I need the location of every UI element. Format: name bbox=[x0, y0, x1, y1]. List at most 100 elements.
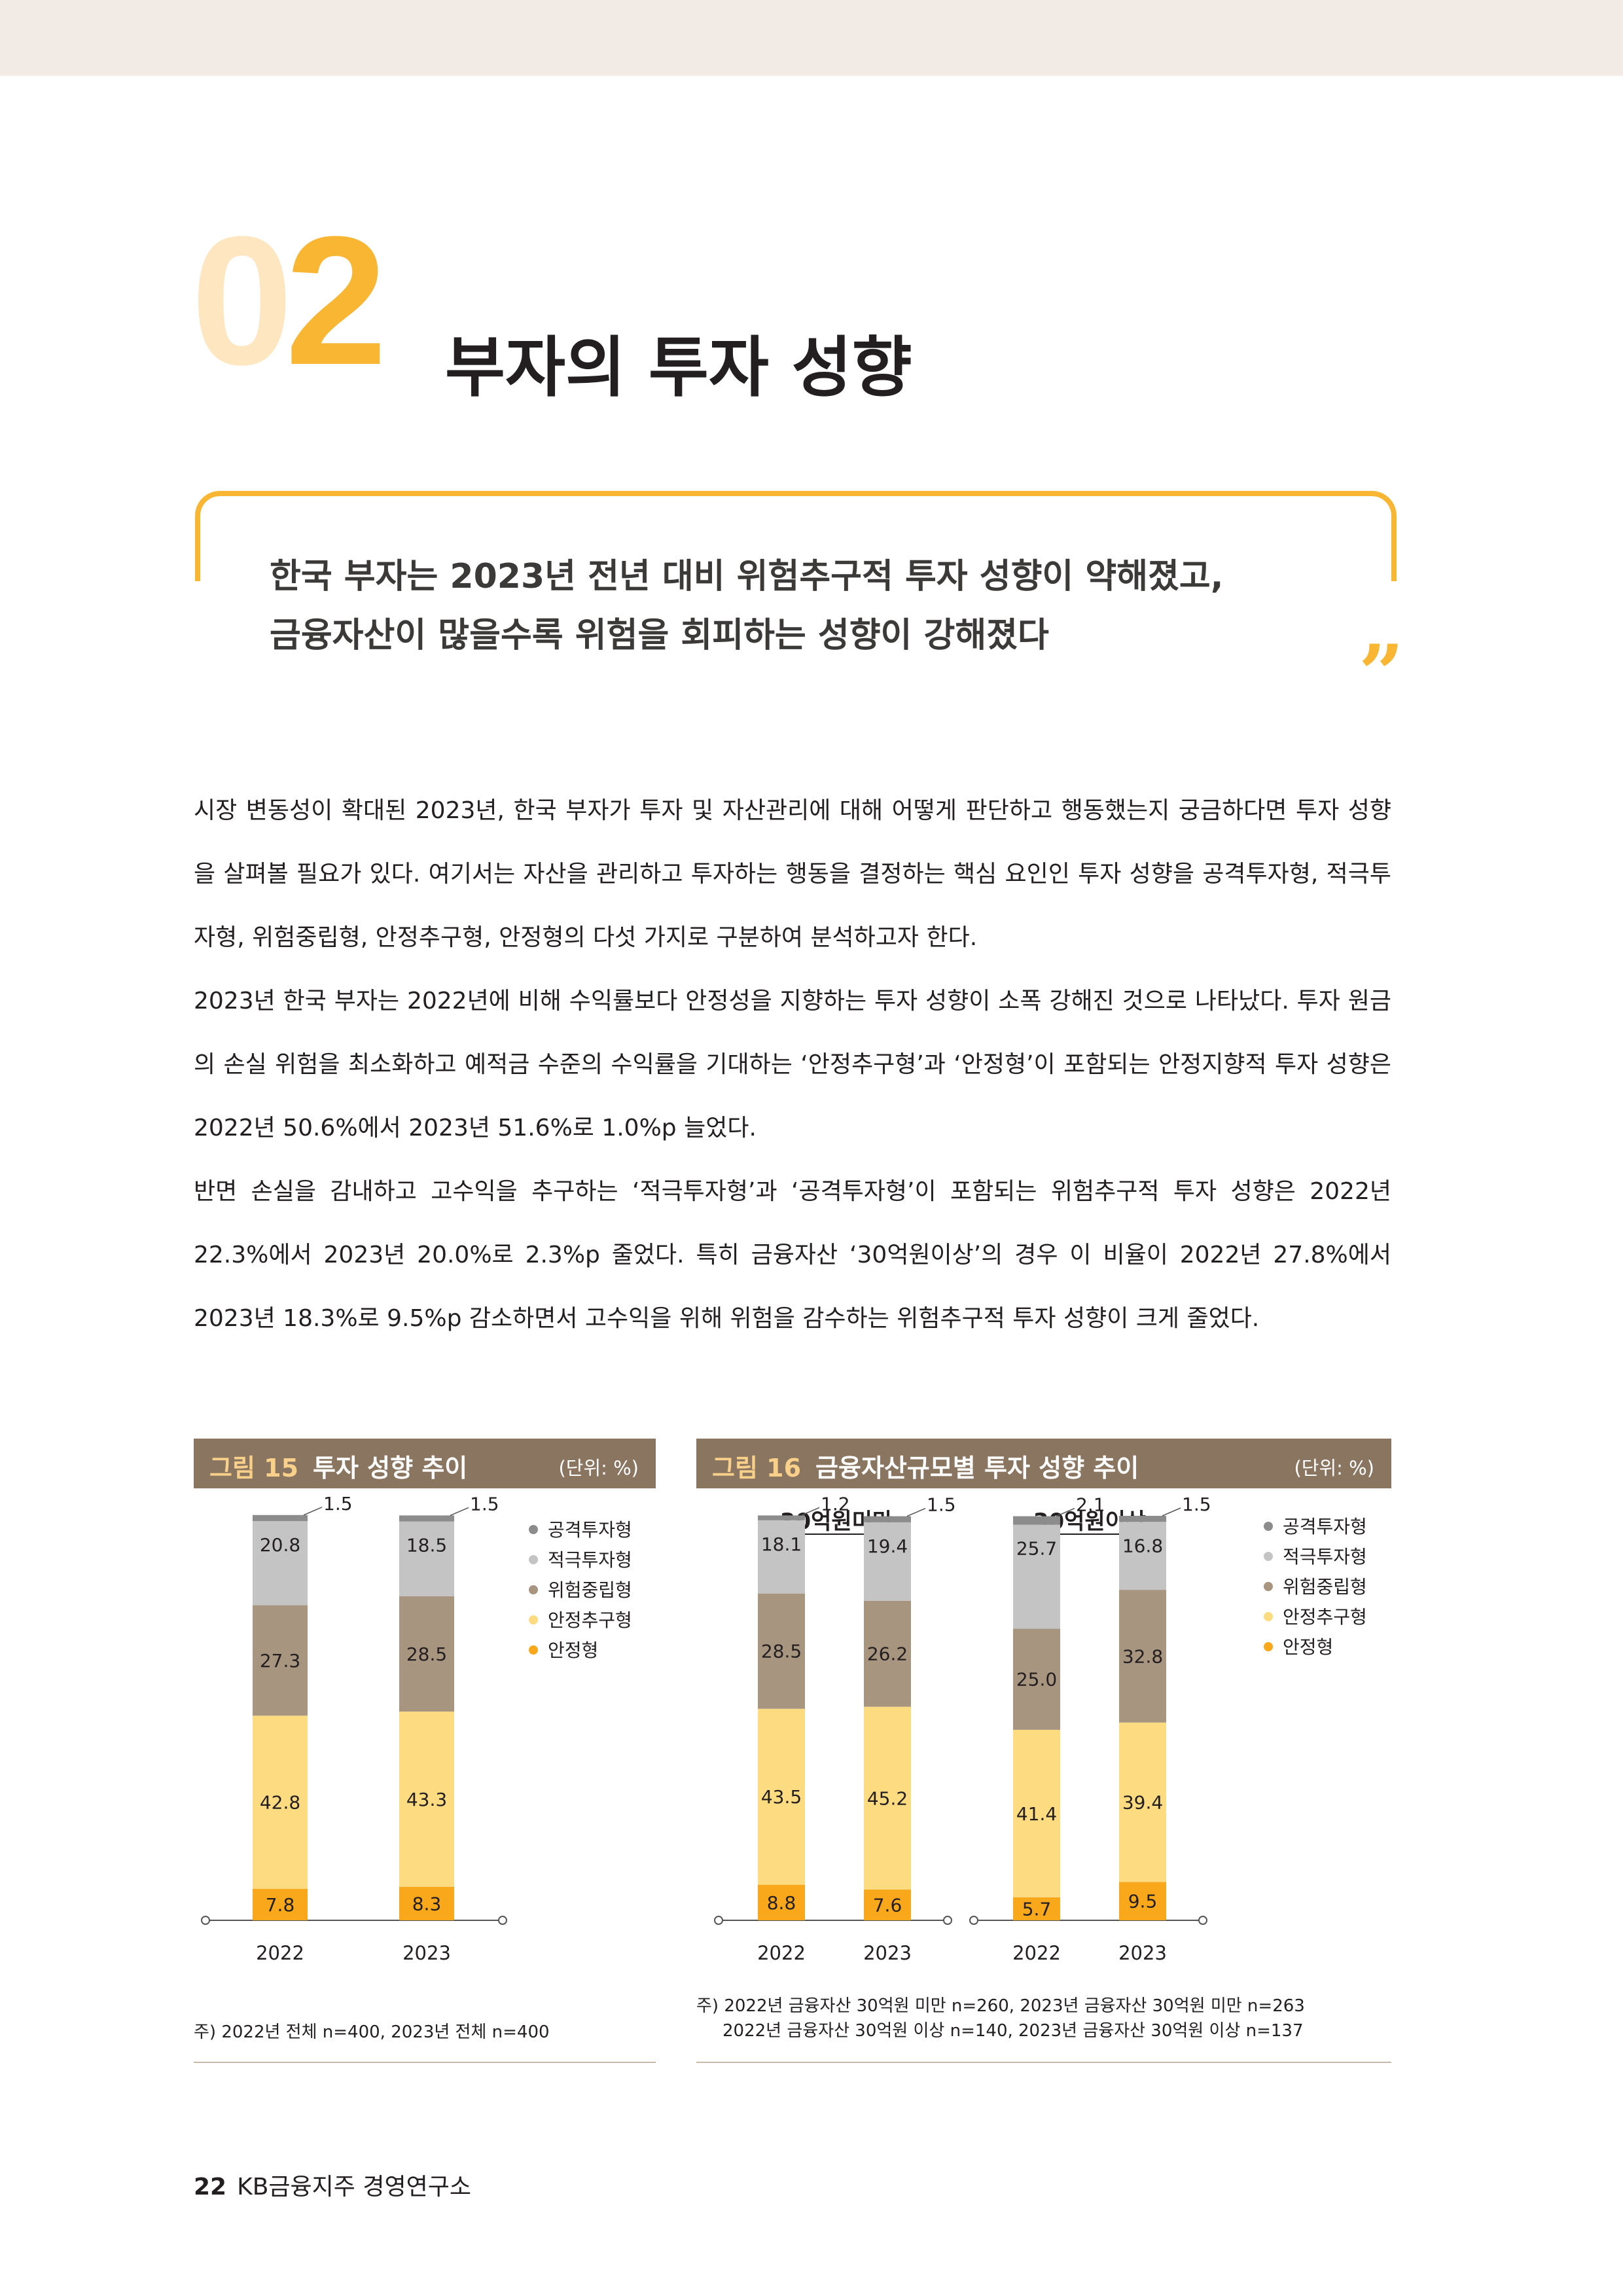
fig15-bar-2023-1-공격투자형 bbox=[399, 1515, 454, 1522]
fig16-bar-2022-0-적극투자형 bbox=[758, 1520, 805, 1594]
fig16-xtick-3: 2023 bbox=[1118, 1942, 1167, 1964]
fig15-axis-start bbox=[201, 1916, 210, 1925]
fig15-axis-end bbox=[498, 1916, 507, 1925]
fig16-bar-2022-2-적극투자형 bbox=[1013, 1524, 1060, 1629]
figure-15-note: 주) 2022년 전체 n=400, 2023년 전체 n=400 bbox=[194, 2022, 550, 2042]
quote-mark-icon: ” bbox=[1359, 628, 1404, 720]
page-number: 22 bbox=[194, 2174, 227, 2200]
quote-line-1: 한국 부자는 2023년 전년 대비 위험추구적 투자 성향이 약해졌고, bbox=[270, 557, 1224, 596]
figure-16-note-line-2: 2022년 금융자산 30억원 이상 n=140, 2023년 금융자산 30억… bbox=[722, 2021, 1304, 2041]
fig16-label-0-공격투자형: 1.2 bbox=[821, 1493, 850, 1515]
fig16-bar-2023-3-적극투자형 bbox=[1119, 1522, 1166, 1590]
fig16-bar-2023-3-안정형 bbox=[1119, 1882, 1166, 1920]
fig15-bar-2023-1-위험중립형 bbox=[399, 1596, 454, 1712]
fig15-bar-2022-0-공격투자형 bbox=[253, 1515, 308, 1522]
figure-15-label: 그림 15 bbox=[209, 1454, 299, 1482]
fig15-label-1-공격투자형: 1.5 bbox=[470, 1493, 499, 1515]
fig16-xtick-0: 2022 bbox=[757, 1942, 806, 1964]
fig16-legend-label-2: 위험중립형 bbox=[1283, 1576, 1367, 1598]
section-number-two: 2 bbox=[285, 199, 387, 403]
fig16-leader-1 bbox=[906, 1507, 926, 1517]
fig16-legend-label-1: 적극투자형 bbox=[1283, 1546, 1367, 1568]
fig16-bar-2023-1-안정형 bbox=[864, 1890, 911, 1920]
section-number-zero: 0 bbox=[191, 199, 293, 403]
fig15-label-1-안정추구형: 43.3 bbox=[406, 1789, 447, 1810]
fig16-label-2-위험중립형: 25.0 bbox=[1016, 1669, 1057, 1691]
fig16-leader-2 bbox=[1056, 1507, 1075, 1517]
top-band bbox=[0, 0, 1623, 76]
fig15-legend-label-3: 안정추구형 bbox=[548, 1609, 632, 1631]
fig16-label-2-안정추구형: 41.4 bbox=[1016, 1803, 1057, 1825]
page-footer: 22 KB금융지주 경영연구소 bbox=[194, 2168, 471, 2202]
figure-16-title: 금융자산규모별 투자 성향 추이 bbox=[815, 1454, 1139, 1482]
fig16-bar-2023-3-위험중립형 bbox=[1119, 1590, 1166, 1723]
fig15-xtick-2022: 2022 bbox=[256, 1942, 304, 1964]
fig16-legend-marker-3 bbox=[1264, 1612, 1273, 1621]
fig15-legend-marker-0 bbox=[529, 1525, 538, 1534]
fig16-legend-marker-1 bbox=[1264, 1552, 1273, 1561]
fig15-label-0-공격투자형: 1.5 bbox=[323, 1493, 353, 1515]
fig16-legend-marker-4 bbox=[1264, 1642, 1273, 1651]
fig16-group1-axis-start bbox=[714, 1916, 723, 1925]
body-text: 시장 변동성이 확대된 2023년, 한국 부자가 투자 및 자산관리에 대해 … bbox=[194, 779, 1391, 1350]
fig16-label-0-위험중립형: 28.5 bbox=[761, 1641, 802, 1662]
fig16-label-3-공격투자형: 1.5 bbox=[1182, 1494, 1211, 1515]
fig16-legend-marker-2 bbox=[1264, 1582, 1273, 1591]
fig16-group2-axis-end bbox=[1198, 1916, 1207, 1925]
fig16-label-3-적극투자형: 16.8 bbox=[1122, 1535, 1163, 1556]
fig16-bar-2023-3-공격투자형 bbox=[1119, 1516, 1166, 1522]
fig16-label-3-안정추구형: 39.4 bbox=[1122, 1792, 1163, 1814]
fig16-leader-0 bbox=[800, 1507, 820, 1516]
figure-16-note-line-1: 주) 2022년 금융자산 30억원 미만 n=260, 2023년 금융자산 … bbox=[696, 1996, 1305, 2016]
fig16-bar-2022-0-안정추구형 bbox=[758, 1708, 805, 1885]
fig15-xtick-2023: 2023 bbox=[402, 1942, 451, 1964]
fig15-label-0-안정형: 7.8 bbox=[266, 1894, 295, 1916]
fig16-label-1-안정형: 7.6 bbox=[873, 1895, 902, 1916]
figure-16-bottom-rule bbox=[696, 2062, 1391, 2063]
fig15-bar-2022-0-안정형 bbox=[253, 1888, 308, 1920]
fig15-bar-2022-0-안정추구형 bbox=[253, 1715, 308, 1889]
fig16-bar-2023-1-안정추구형 bbox=[864, 1706, 911, 1890]
fig16-bar-2022-2-안정추구형 bbox=[1013, 1729, 1060, 1897]
fig15-legend-marker-4 bbox=[529, 1645, 538, 1655]
figure-16-label: 그림 16 bbox=[712, 1454, 802, 1482]
fig16-label-1-적극투자형: 19.4 bbox=[867, 1535, 908, 1557]
fig16-label-3-위험중립형: 32.8 bbox=[1122, 1645, 1163, 1667]
fig15-label-1-적극투자형: 18.5 bbox=[406, 1535, 447, 1556]
figure-15-unit: (단위: %) bbox=[558, 1457, 639, 1479]
section-number: 02 bbox=[191, 209, 387, 393]
fig16-bar-2023-1-적극투자형 bbox=[864, 1522, 911, 1601]
fig15-label-1-안정형: 8.3 bbox=[412, 1893, 442, 1914]
fig15-legend-label-0: 공격투자형 bbox=[548, 1519, 632, 1541]
quote-line-2: 금융자산이 많을수록 위험을 회피하는 성향이 강해졌다 bbox=[270, 616, 1049, 655]
footer-org: KB금융지주 경영연구소 bbox=[237, 2174, 471, 2200]
body-paragraph-3: 반면 손실을 감내하고 고수익을 추구하는 ‘적극투자형’과 ‘공격투자형’이 … bbox=[194, 1178, 1391, 1332]
fig15-legend-marker-1 bbox=[529, 1555, 538, 1564]
figure-16-unit: (단위: %) bbox=[1294, 1457, 1374, 1479]
body-paragraph-2: 2023년 한국 부자는 2022년에 비해 수익률보다 안정성을 지향하는 투… bbox=[194, 988, 1391, 1141]
fig16-legend-label-0: 공격투자형 bbox=[1283, 1516, 1367, 1537]
fig16-label-0-안정추구형: 43.5 bbox=[761, 1786, 802, 1808]
figure-15-header: 그림 15 투자 성향 추이 (단위: %) bbox=[194, 1439, 656, 1488]
body-paragraph-1: 시장 변동성이 확대된 2023년, 한국 부자가 투자 및 자산관리에 대해 … bbox=[194, 797, 1391, 951]
fig15-label-0-적극투자형: 20.8 bbox=[260, 1534, 300, 1556]
fig16-bar-2023-3-안정추구형 bbox=[1119, 1722, 1166, 1882]
fig16-bar-2023-1-공격투자형 bbox=[864, 1516, 911, 1522]
fig16-bar-2022-0-안정형 bbox=[758, 1884, 805, 1920]
section-title: 부자의 투자 성향 bbox=[445, 329, 912, 406]
fig16-label-2-안정형: 5.7 bbox=[1022, 1898, 1052, 1920]
fig15-label-0-위험중립형: 27.3 bbox=[260, 1650, 300, 1672]
fig16-xtick-1: 2023 bbox=[863, 1942, 912, 1964]
fig16-label-3-안정형: 9.5 bbox=[1128, 1891, 1158, 1912]
fig16-legend-label-4: 안정형 bbox=[1283, 1636, 1333, 1658]
fig16-group1-axis-end bbox=[943, 1916, 952, 1925]
figure-16-header: 그림 16 금융자산규모별 투자 성향 추이 (단위: %) bbox=[696, 1439, 1391, 1488]
fig16-label-0-안정형: 8.8 bbox=[767, 1892, 796, 1914]
fig16-bar-2022-2-안정형 bbox=[1013, 1897, 1060, 1920]
fig16-label-2-공격투자형: 2.1 bbox=[1076, 1494, 1105, 1516]
fig16-bar-2023-1-위험중립형 bbox=[864, 1600, 911, 1707]
fig16-xtick-2: 2022 bbox=[1012, 1942, 1061, 1964]
fig16-label-1-안정추구형: 45.2 bbox=[867, 1787, 908, 1809]
fig16-bar-2022-0-공격투자형 bbox=[758, 1515, 805, 1520]
